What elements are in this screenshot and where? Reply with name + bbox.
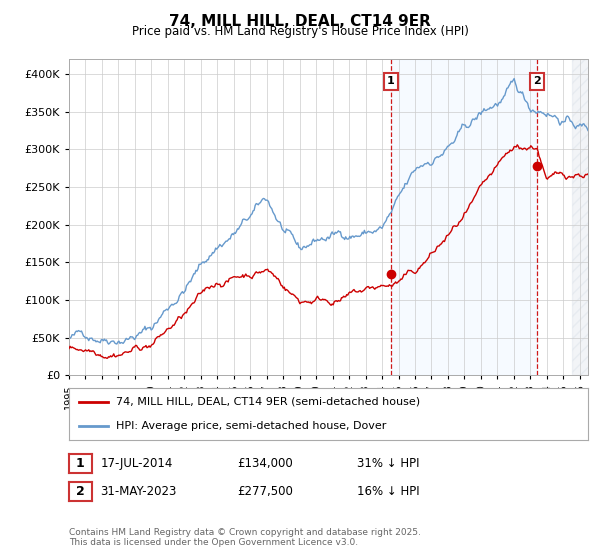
Text: 74, MILL HILL, DEAL, CT14 9ER: 74, MILL HILL, DEAL, CT14 9ER bbox=[169, 14, 431, 29]
Text: 1: 1 bbox=[387, 76, 395, 86]
Text: HPI: Average price, semi-detached house, Dover: HPI: Average price, semi-detached house,… bbox=[116, 421, 386, 431]
Text: 31% ↓ HPI: 31% ↓ HPI bbox=[357, 457, 419, 470]
Text: 17-JUL-2014: 17-JUL-2014 bbox=[100, 457, 173, 470]
Text: 1: 1 bbox=[76, 457, 85, 470]
Text: 16% ↓ HPI: 16% ↓ HPI bbox=[357, 485, 419, 498]
Text: 31-MAY-2023: 31-MAY-2023 bbox=[100, 485, 176, 498]
Text: £277,500: £277,500 bbox=[237, 485, 293, 498]
Text: 2: 2 bbox=[533, 76, 541, 86]
Text: Contains HM Land Registry data © Crown copyright and database right 2025.
This d: Contains HM Land Registry data © Crown c… bbox=[69, 528, 421, 547]
Text: 74, MILL HILL, DEAL, CT14 9ER (semi-detached house): 74, MILL HILL, DEAL, CT14 9ER (semi-deta… bbox=[116, 397, 420, 407]
Bar bbox=[391, 59, 537, 375]
Bar bbox=[572, 59, 600, 375]
Text: 2: 2 bbox=[76, 485, 85, 498]
Text: £134,000: £134,000 bbox=[237, 457, 293, 470]
Text: Price paid vs. HM Land Registry's House Price Index (HPI): Price paid vs. HM Land Registry's House … bbox=[131, 25, 469, 38]
